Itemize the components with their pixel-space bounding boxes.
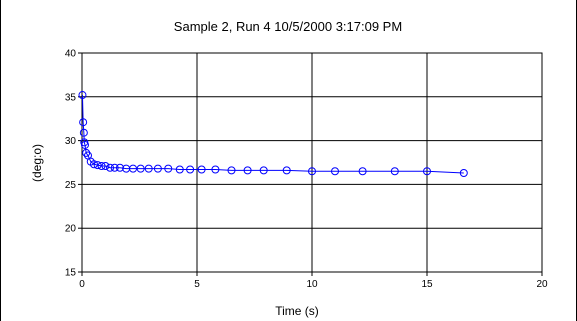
y-tick-label: 15	[65, 268, 77, 279]
data-point	[186, 165, 195, 174]
data-point	[79, 128, 88, 137]
plot-area	[81, 52, 543, 273]
data-point	[122, 164, 131, 173]
x-tick-label: 20	[536, 279, 548, 290]
data-point	[459, 169, 468, 178]
data-point	[82, 148, 91, 157]
data-point	[115, 163, 124, 172]
x-tick-label: 0	[79, 279, 85, 290]
data-point	[78, 91, 87, 100]
data-point	[106, 163, 115, 172]
grid-layer	[82, 53, 542, 272]
data-point	[423, 167, 431, 176]
data-point	[175, 165, 184, 174]
y-tick-label: 35	[65, 92, 77, 103]
data-point	[390, 167, 399, 176]
data-point	[79, 118, 88, 127]
data-point	[331, 167, 339, 176]
data-point	[211, 165, 220, 174]
data-point	[308, 167, 316, 176]
data-point	[97, 162, 106, 171]
data-point	[259, 166, 268, 175]
data-point	[358, 167, 367, 176]
data-point	[93, 161, 102, 170]
data-point	[110, 163, 119, 172]
y-tick-label: 20	[65, 224, 77, 235]
data-point	[282, 166, 291, 175]
x-tick-label: 5	[194, 279, 200, 290]
y-tick-label: 25	[65, 180, 77, 191]
data-point	[89, 160, 98, 169]
series-line	[81, 95, 464, 174]
y-axis-label: (deg:o)	[30, 144, 44, 182]
data-point	[164, 164, 173, 173]
y-tick-label: 40	[65, 49, 77, 60]
data-point	[153, 164, 162, 173]
x-tick-label: 15	[421, 279, 433, 290]
chart-title: Sample 2, Run 4 10/5/2000 3:17:09 PM	[174, 19, 402, 34]
data-point	[227, 166, 236, 175]
data-point	[243, 166, 252, 175]
y-tick-label: 30	[65, 136, 77, 147]
x-axis-label: Time (s)	[275, 304, 319, 318]
data-point	[197, 165, 206, 174]
data-point	[129, 164, 138, 173]
series-layer	[78, 91, 468, 178]
data-point	[80, 140, 89, 149]
data-point	[144, 164, 153, 173]
x-tick-label: 10	[306, 279, 318, 290]
data-point	[101, 162, 110, 171]
data-point	[136, 164, 145, 173]
tick-layer: 0 5 10 15 20 15 20 25 30 35 40	[65, 49, 548, 291]
